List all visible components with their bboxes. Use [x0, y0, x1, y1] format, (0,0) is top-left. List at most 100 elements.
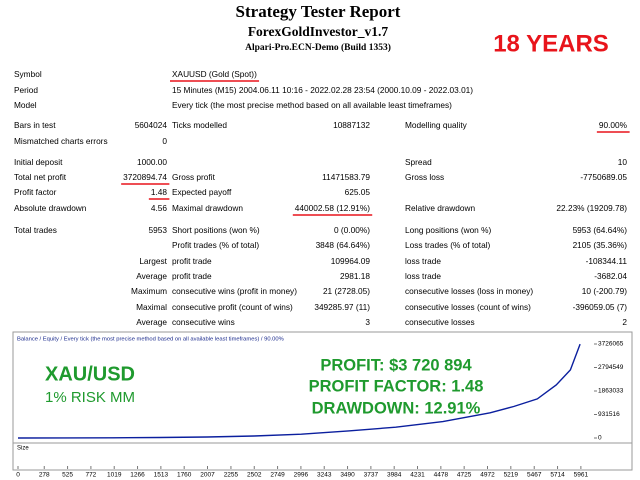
report-cell: 3848 (64.64%) [316, 240, 371, 250]
x-tick-label: 4725 [457, 472, 472, 479]
report-cell: Spread [405, 157, 432, 167]
report-cell: Maximal [136, 302, 167, 312]
drawdown-overlay: DRAWDOWN: 12.91% [312, 399, 481, 417]
report-cell: 4.56 [151, 203, 168, 213]
x-tick-label: 2255 [224, 472, 239, 479]
report-cell: Profit trades (% of total) [172, 240, 259, 250]
x-tick-label: 4478 [434, 472, 449, 479]
x-tick-label: 2502 [247, 472, 262, 479]
report-cell: Period [14, 85, 38, 95]
x-tick-label: 1513 [154, 472, 169, 479]
x-tick-label: 772 [85, 472, 96, 479]
report-cell: 5953 [149, 225, 168, 235]
report-cell: 11471583.79 [322, 172, 370, 182]
size-label: Size [17, 446, 29, 452]
report-cell: profit trade [172, 271, 212, 281]
report-cell: Symbol [14, 69, 42, 79]
report-cell: 10887132 [333, 120, 370, 130]
report-cell: 349285.97 (11) [314, 302, 370, 312]
report-cell: Gross profit [172, 172, 216, 182]
report-cell: consecutive wins [172, 317, 235, 327]
report-cell: Mismatched charts errors [14, 136, 108, 146]
report-cell: loss trade [405, 256, 441, 266]
report-cell: 0 [162, 136, 167, 146]
x-tick-label: 1019 [107, 472, 122, 479]
report-cell: 5953 (64.64%) [573, 225, 628, 235]
report-cell: Bars in test [14, 120, 56, 130]
report-cell: consecutive losses (loss in money) [405, 286, 533, 296]
report-cell: 10 (-200.79) [582, 286, 627, 296]
report-cell: consecutive wins (profit in money) [172, 286, 297, 296]
report-cell: 1.48 [151, 187, 168, 197]
y-tick-label: 2794549 [598, 364, 624, 371]
x-tick-label: 3490 [340, 472, 355, 479]
report-cell: 625.05 [345, 187, 371, 197]
report-title: Strategy Tester Report [236, 2, 401, 21]
x-tick-label: 2007 [200, 472, 215, 479]
x-tick-label: 4231 [410, 472, 425, 479]
y-tick-label: 0 [598, 435, 602, 442]
report-cell: consecutive profit (count of wins) [172, 302, 293, 312]
report-cell: Modelling quality [405, 120, 468, 130]
report-cell: Relative drawdown [405, 203, 475, 213]
report-cell: consecutive losses [405, 317, 475, 327]
report-cell: 21 (2728.05) [323, 286, 370, 296]
profit-factor-overlay: PROFIT FACTOR: 1.48 [309, 377, 484, 395]
report-cell: 3 [365, 317, 370, 327]
report-cell: Ticks modelled [172, 120, 227, 130]
report-cell: Initial deposit [14, 157, 63, 167]
report-cell: Short positions (won %) [172, 225, 260, 235]
report-cell: Expected payoff [172, 187, 232, 197]
y-tick-label: 1863033 [598, 388, 624, 395]
symbol-overlay: XAU/USD [45, 363, 135, 385]
report-cell: -396059.05 (7) [573, 302, 628, 312]
server-name: Alpari-Pro.ECN-Demo (Build 1353) [245, 42, 391, 53]
x-tick-label: 5714 [550, 472, 565, 479]
report-cell: Maximum [131, 286, 167, 296]
x-tick-label: 2996 [294, 472, 309, 479]
report-cell: 0 (0.00%) [334, 225, 370, 235]
x-tick-label: 3984 [387, 472, 402, 479]
x-tick-label: 525 [62, 472, 73, 479]
report-cell: 1000.00 [137, 157, 167, 167]
report-cell: Average [136, 317, 167, 327]
x-tick-label: 1760 [177, 472, 192, 479]
report-cell: Average [136, 271, 167, 281]
report-cell: Absolute drawdown [14, 203, 87, 213]
y-tick-label: 3726065 [598, 341, 624, 348]
x-tick-label: 1266 [130, 472, 145, 479]
report-cell: -108344.11 [586, 256, 628, 266]
risk-overlay: 1% RISK MM [45, 389, 135, 406]
report-cell: 2105 (35.36%) [573, 240, 628, 250]
report-cell: Total trades [14, 225, 57, 235]
balance-line [17, 343, 581, 439]
x-tick-label: 5219 [504, 472, 519, 479]
x-tick-label: 3243 [317, 472, 332, 479]
report-cell: 3720894.74 [123, 172, 167, 182]
report-cell: Every tick (the most precise method base… [172, 100, 452, 110]
report-cell: 440002.58 (12.91%) [295, 203, 370, 213]
years-badge: 18 YEARS [493, 30, 609, 57]
report-cell: Total net profit [14, 172, 67, 182]
x-tick-label: 3737 [364, 472, 379, 479]
x-tick-label: 0 [16, 472, 20, 479]
report-cell: loss trade [405, 271, 441, 281]
report-cell: 10 [618, 157, 628, 167]
report-cell: Gross loss [405, 172, 444, 182]
report-cell: 2981.18 [340, 271, 370, 281]
report-cell: XAUUSD (Gold (Spot)) [172, 69, 257, 79]
profit-overlay: PROFIT: $3 720 894 [320, 356, 472, 374]
x-tick-label: 5961 [574, 472, 589, 479]
report-cell: 109964.09 [331, 256, 371, 266]
x-tick-label: 278 [39, 472, 50, 479]
report-cell: 15 Minutes (M15) 2004.06.11 10:16 - 2022… [172, 85, 473, 95]
report-cell: 5604024 [135, 120, 168, 130]
report-cell: Profit factor [14, 187, 57, 197]
report-cell: -3682.04 [594, 271, 627, 281]
report-cell: Largest [139, 256, 167, 266]
report-cell: consecutive losses (count of wins) [405, 302, 531, 312]
report-cell: 2 [622, 317, 627, 327]
report-cell: Model [14, 100, 37, 110]
x-tick-label: 2749 [270, 472, 285, 479]
